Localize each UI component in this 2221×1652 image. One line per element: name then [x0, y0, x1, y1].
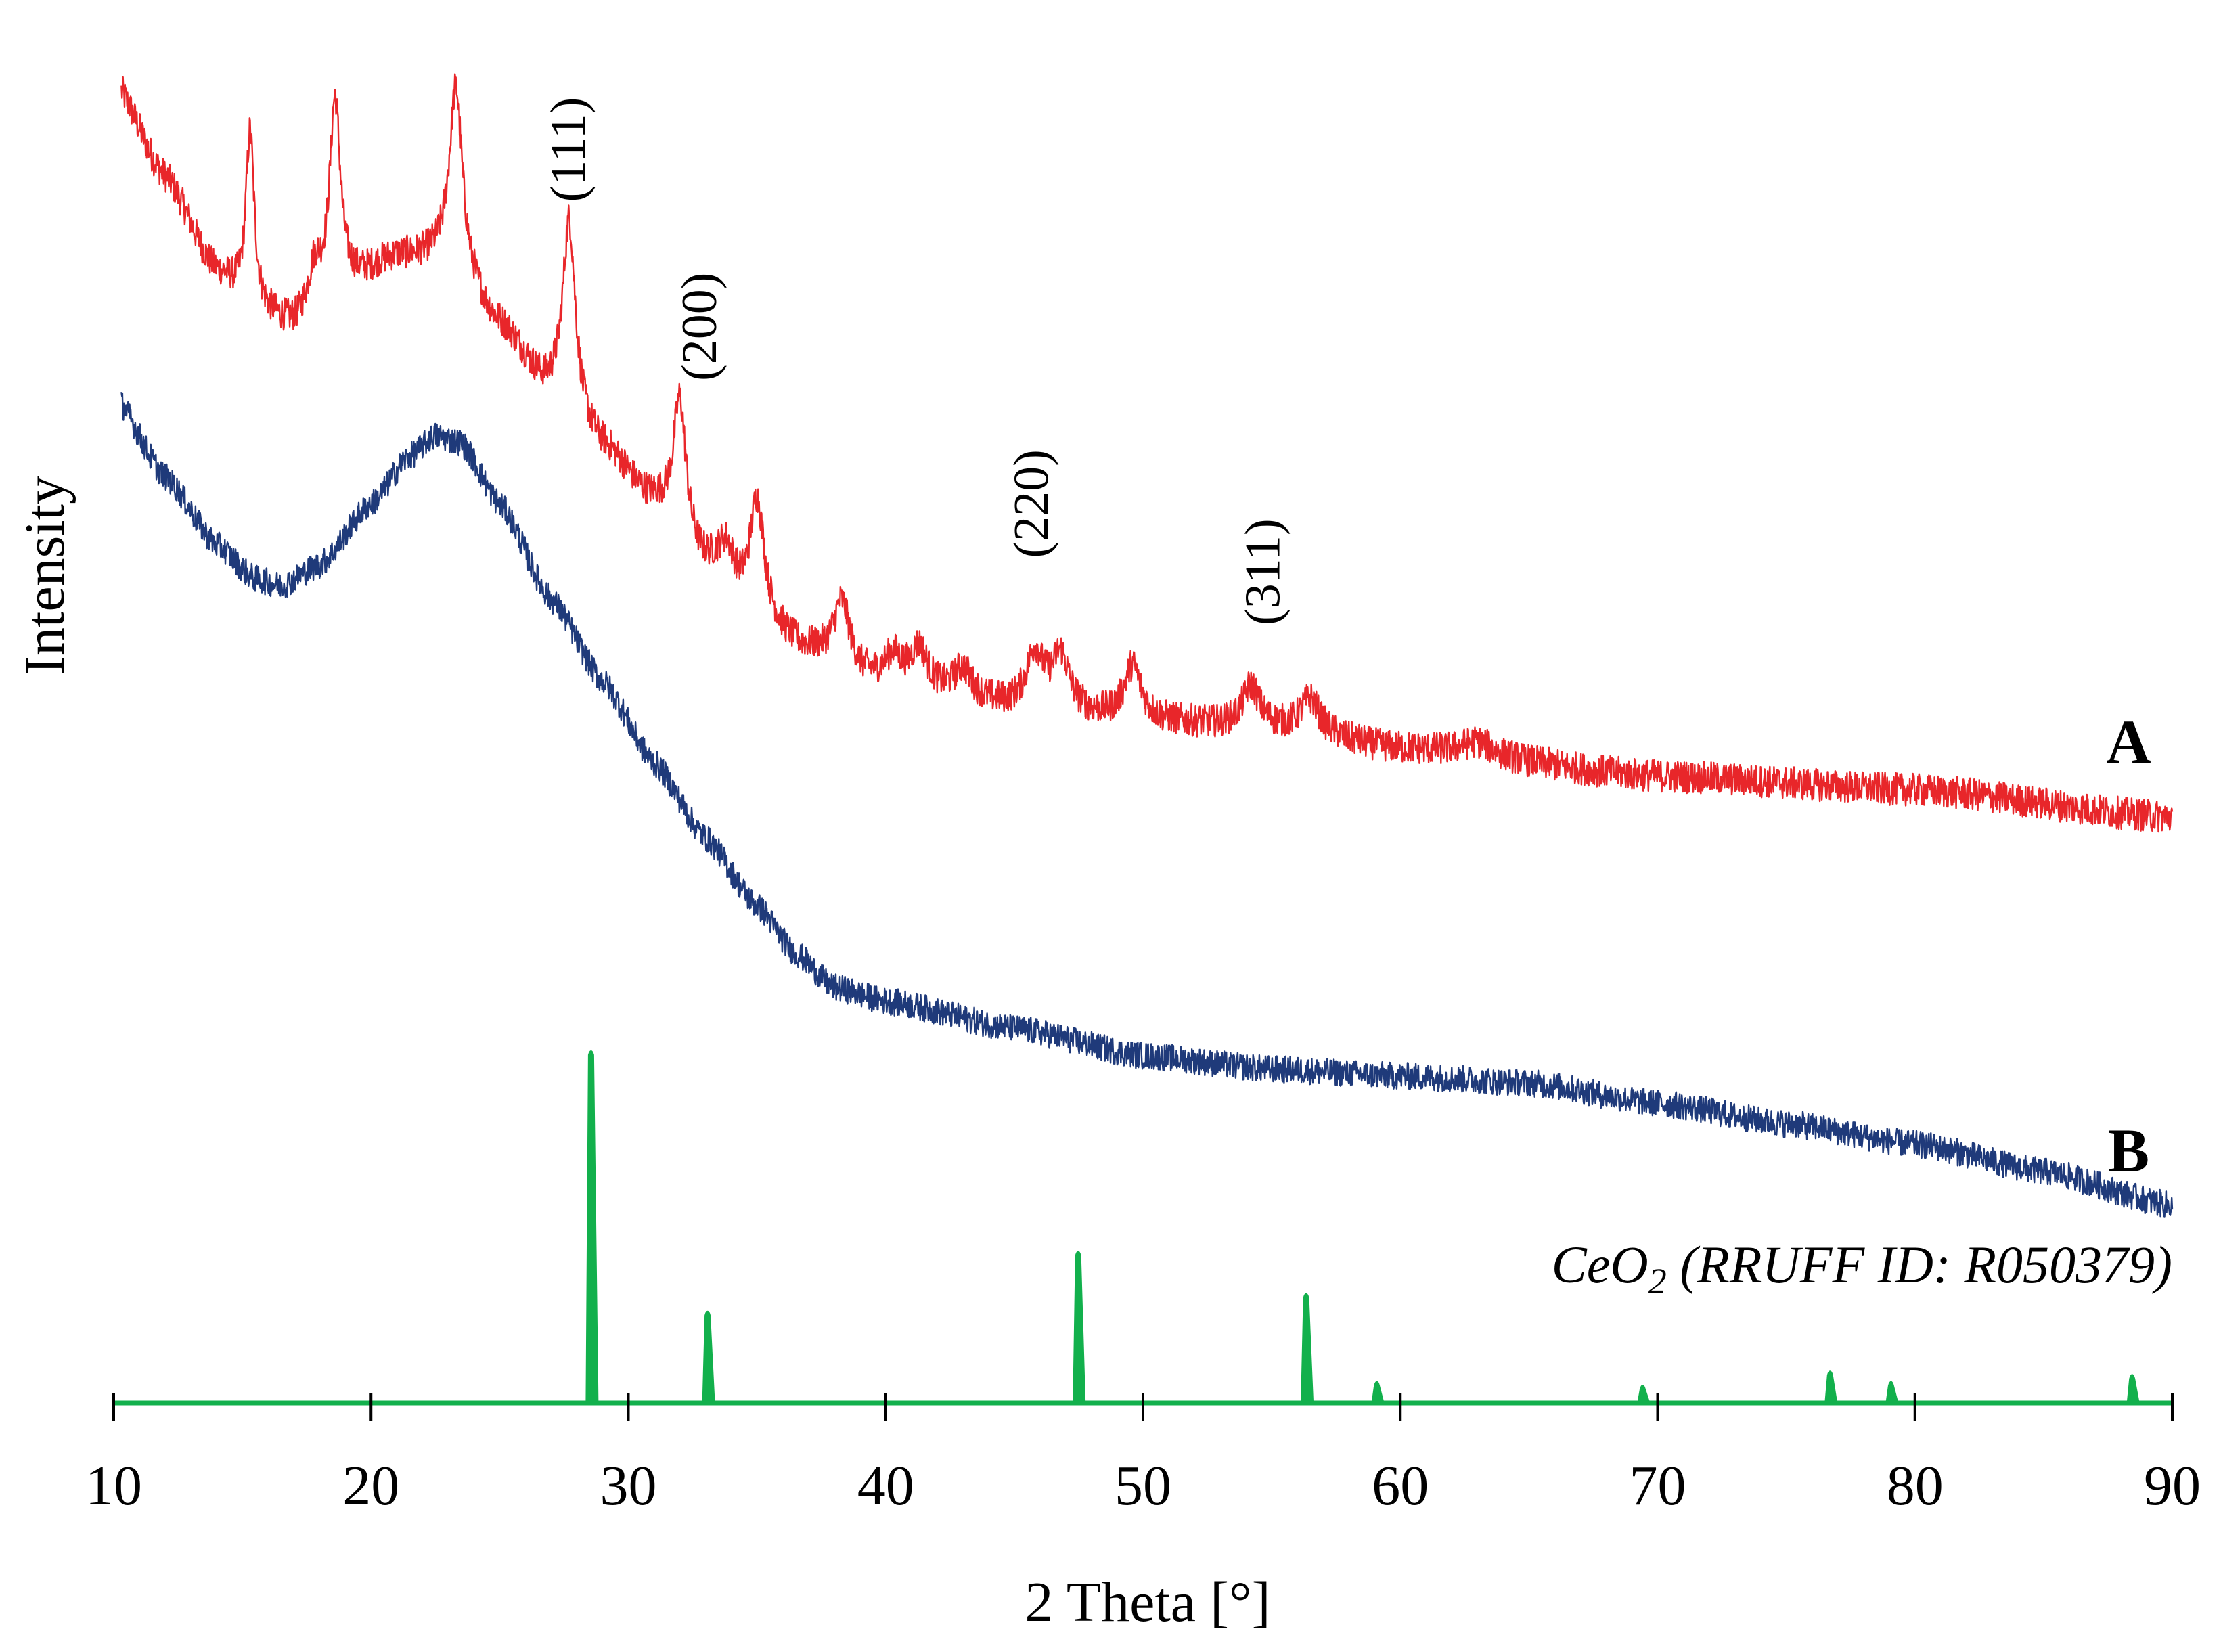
- reference-label-main: CeO: [1552, 1235, 1648, 1294]
- reference-label: CeO2 (RRUFF ID: R050379): [1552, 1235, 2172, 1301]
- peak-annotation: (220): [1004, 449, 1059, 558]
- x-tick-label-90: 90: [2144, 1454, 2201, 1517]
- reference-peak-3: [1301, 1293, 1314, 1404]
- peak-annotation: (111): [541, 97, 596, 202]
- series-layer: [120, 73, 2174, 1218]
- x-tick-label-80: 80: [1887, 1454, 1944, 1517]
- x-axis: 10 20 30 40 50 60 70 80 90: [85, 1393, 2201, 1517]
- reference-pattern-layer: [585, 1050, 2140, 1404]
- peak-annotation: (200): [672, 273, 727, 381]
- series-b-line: [120, 392, 2174, 1218]
- x-tick-label-30: 30: [600, 1454, 657, 1517]
- x-tick-label-60: 60: [1372, 1454, 1429, 1517]
- reference-peak-4: [1371, 1381, 1385, 1404]
- reference-label-sub: 2: [1648, 1261, 1667, 1301]
- x-tick-label-50: 50: [1115, 1454, 1171, 1517]
- reference-peak-7: [1885, 1381, 1899, 1404]
- x-tick-label-10: 10: [85, 1454, 142, 1517]
- series-label-a: A: [2106, 707, 2151, 776]
- y-axis-title: Intensity: [14, 476, 76, 675]
- x-axis-title: 2 Theta [°]: [1025, 1571, 1270, 1634]
- reference-peak-0: [585, 1050, 599, 1404]
- reference-peak-5: [1637, 1385, 1651, 1404]
- x-tick-label-40: 40: [857, 1454, 914, 1517]
- x-tick-label-70: 70: [1630, 1454, 1686, 1517]
- series-label-b: B: [2108, 1116, 2149, 1185]
- x-tick-label-20: 20: [342, 1454, 399, 1517]
- reference-label-rest: (RRUFF ID: R050379): [1667, 1235, 2172, 1294]
- peak-annotation: (311): [1236, 518, 1291, 625]
- series-a-line: [120, 73, 2174, 833]
- annotation-layer: (111) (200) (220) (311) A B: [541, 97, 2151, 1185]
- reference-peak-8: [2126, 1374, 2140, 1404]
- reference-peak-2: [1073, 1251, 1086, 1404]
- reference-peak-6: [1824, 1370, 1838, 1404]
- reference-peak-1: [702, 1310, 715, 1404]
